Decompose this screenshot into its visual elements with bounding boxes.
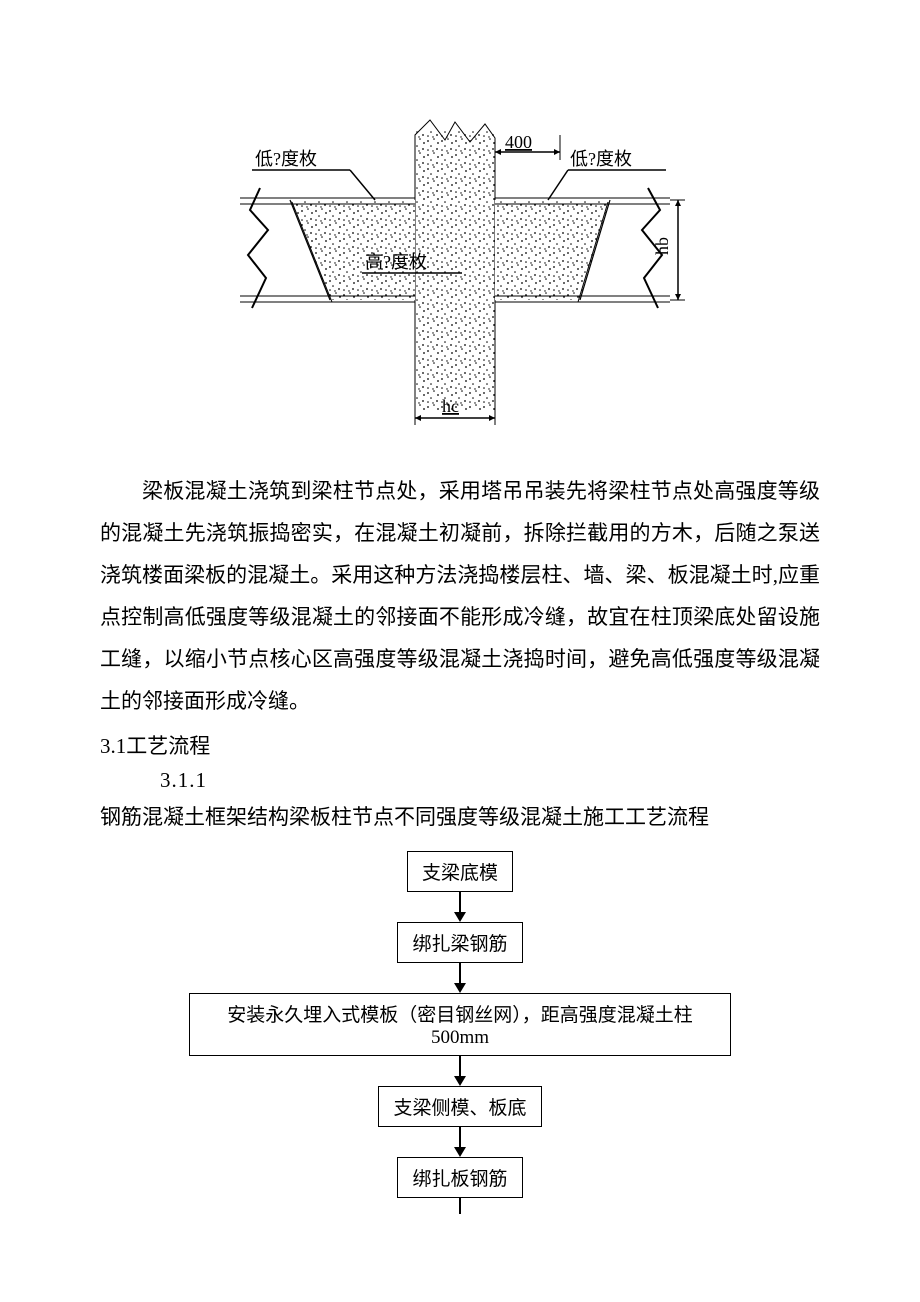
heading-3-1: 3.1工艺流程 [100, 730, 820, 760]
flow-step-3: 安装永久埋入式模板（密目钢丝网），距高强度混凝土柱500mm [189, 993, 731, 1056]
arrow-down-icon [450, 1127, 470, 1157]
process-flowchart: 支梁底模 绑扎梁钢筋 安装永久埋入式模板（密目钢丝网），距高强度混凝土柱500m… [180, 851, 740, 1214]
dim-hb: hb [652, 237, 672, 255]
arrow-down-icon [450, 963, 470, 993]
beam-column-joint-diagram: 低?度枚 低?度枚 高?度枚 400 hb hc [230, 110, 690, 430]
paragraph-main: 梁板混凝土浇筑到梁柱节点处，采用塔吊吊装先将梁柱节点处高强度等级的混凝土先浇筑振… [100, 470, 820, 722]
flow-continuation-line [459, 1198, 461, 1214]
arrow-down-icon [450, 1056, 470, 1086]
left-low-strength-label: 低?度枚 [255, 149, 317, 169]
dim-hc: hc [442, 396, 459, 416]
dim-400: 400 [505, 132, 532, 152]
center-high-strength-label: 高?度枚 [365, 252, 427, 272]
heading-3-1-1: 3.1.1 [160, 768, 820, 793]
flow-subtitle: 钢筋混凝土框架结构梁板柱节点不同强度等级混凝土施工工艺流程 [100, 801, 820, 831]
right-low-strength-label: 低?度枚 [570, 149, 632, 169]
right-beam-region [495, 200, 610, 300]
flow-step-1: 支梁底模 [407, 851, 513, 892]
arrow-down-icon [450, 892, 470, 922]
document-page: 低?度枚 低?度枚 高?度枚 400 hb hc 梁板混凝土浇筑到梁柱节点处，采… [0, 0, 920, 1254]
left-beam-region [290, 200, 415, 300]
column-region [415, 130, 495, 410]
flow-step-5: 绑扎板钢筋 [397, 1157, 522, 1198]
flow-step-2: 绑扎梁钢筋 [397, 922, 522, 963]
flow-step-4: 支梁侧模、板底 [378, 1086, 541, 1127]
